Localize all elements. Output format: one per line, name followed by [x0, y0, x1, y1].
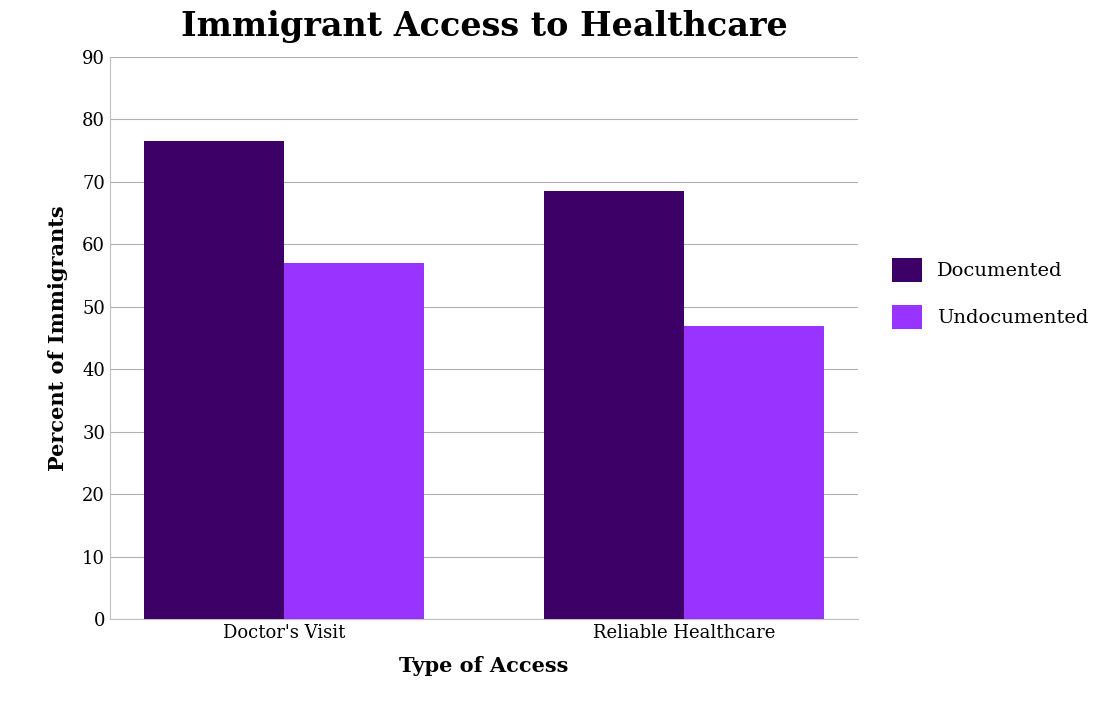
Bar	[544, 192, 684, 619]
Bar	[144, 141, 284, 619]
X-axis label: Type of Access: Type of Access	[399, 656, 569, 676]
Bar	[284, 263, 424, 619]
Legend: Documented, Undocumented: Documented, Undocumented	[882, 248, 1098, 338]
Title: Immigrant Access to Healthcare: Immigrant Access to Healthcare	[180, 10, 788, 43]
Y-axis label: Percent of Immigrants: Percent of Immigrants	[48, 205, 68, 471]
Bar	[684, 325, 824, 619]
